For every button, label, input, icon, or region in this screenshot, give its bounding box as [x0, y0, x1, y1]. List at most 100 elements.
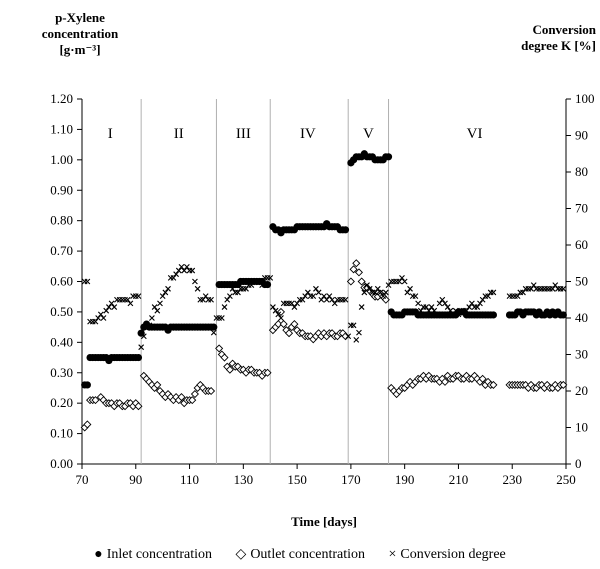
- conversion-point: [407, 285, 413, 292]
- right-y-tick-label: 70: [575, 201, 588, 216]
- conversion-point: [278, 315, 284, 321]
- x-tick-label: 210: [449, 472, 469, 487]
- outlet-point: [279, 320, 288, 329]
- conversion-point: [235, 289, 241, 296]
- outlet-point: [83, 420, 92, 429]
- conversion-point: [167, 274, 174, 281]
- conversion-point: [87, 318, 93, 325]
- conversion-point: [119, 296, 126, 303]
- right-y-tick-label: 30: [575, 347, 588, 362]
- inlet-point: [134, 353, 143, 362]
- left-y-tick-label: 0.00: [50, 456, 73, 471]
- chart-svg: 0.00 0.10 0.20 0.30 0.40 0.50 0.60 0.70 0.80 0.90…: [50, 91, 594, 529]
- x-tick-label: 130: [234, 472, 254, 487]
- conversion-point: [393, 278, 400, 285]
- conversion-point: [103, 307, 110, 314]
- conversion-point: [444, 304, 451, 310]
- conversion-point: [173, 271, 179, 278]
- left-y-tick-label: 1.00: [50, 152, 73, 167]
- conversion-point: [522, 285, 529, 292]
- conversion-point: [520, 289, 526, 296]
- phase-label: V: [363, 126, 374, 142]
- conversion-point: [202, 293, 209, 299]
- conversion-point: [552, 282, 559, 289]
- conversion-point: [122, 296, 128, 303]
- conversion-point: [353, 337, 360, 343]
- conversion-point: [331, 300, 338, 307]
- conversion-point: [356, 329, 362, 336]
- conversion-point: [197, 296, 204, 303]
- conversion-point: [227, 293, 233, 299]
- outlet-point: [153, 380, 162, 389]
- conversion-point: [469, 300, 475, 307]
- conversion-point: [506, 293, 513, 299]
- conversion-point: [509, 293, 516, 299]
- conversion-point: [272, 307, 279, 314]
- left-y-tick-label: 0.80: [50, 213, 73, 228]
- conversion-point: [399, 274, 405, 281]
- conversion-point: [334, 296, 341, 303]
- conversion-point: [364, 282, 370, 289]
- conversion-point: [189, 267, 196, 274]
- right-axis-title-line-1: Conversion: [532, 22, 596, 37]
- conversion-point: [84, 278, 91, 285]
- inlet-point: [210, 323, 218, 331]
- outlet-point: [346, 277, 355, 286]
- right-y-tick-label: 40: [575, 310, 588, 325]
- outlet-point: [478, 374, 487, 383]
- conversion-point: [549, 285, 556, 292]
- conversion-point: [89, 318, 96, 325]
- conversion-point: [415, 300, 421, 307]
- conversion-point: [270, 304, 276, 310]
- conversion-point: [283, 300, 290, 307]
- conversion-point: [116, 296, 123, 303]
- conversion-point: [423, 304, 430, 310]
- conversion-point: [329, 296, 335, 303]
- legend-item-outlet: ◇ Outlet concentration: [236, 546, 365, 563]
- conversion-point: [477, 300, 483, 307]
- outlet-point: [225, 365, 234, 374]
- conversion-point: [183, 264, 190, 270]
- conversion-point: [299, 296, 306, 303]
- conversion-point: [339, 296, 346, 303]
- conversion-point: [114, 296, 120, 303]
- conversion-point: [307, 293, 314, 299]
- conversion-point: [321, 293, 327, 299]
- outlet-point: [357, 277, 366, 286]
- inlet-point: [559, 311, 567, 319]
- conversion-point: [374, 285, 381, 292]
- conversion-point: [232, 289, 239, 296]
- phase-label: I: [108, 126, 113, 142]
- left-axis-title-line-1: p-Xylene: [55, 10, 105, 25]
- right-axis-title-line-2: degree K [%]: [521, 38, 596, 53]
- x-tick-label: 150: [287, 472, 307, 487]
- conversion-point: [326, 293, 333, 299]
- legend-symbol-inlet: ●: [94, 547, 103, 562]
- conversion-point: [377, 289, 384, 296]
- right-y-tick-label: 80: [575, 164, 588, 179]
- conversion-point: [296, 296, 303, 303]
- conversion-point: [412, 293, 419, 299]
- conversion-point: [361, 289, 368, 296]
- outlet-point: [263, 368, 272, 377]
- conversion-point: [313, 285, 319, 292]
- conversion-point: [130, 293, 136, 299]
- left-axis-title-line-2: concentration: [41, 26, 119, 41]
- outlet-point: [559, 380, 568, 389]
- x-tick-label: 90: [129, 472, 142, 487]
- conversion-point: [514, 293, 521, 299]
- conversion-point: [178, 264, 185, 270]
- legend: ● Inlet concentration ◇ Outlet concentrati…: [0, 546, 600, 563]
- conversion-point: [186, 267, 193, 274]
- right-y-tick-label: 10: [575, 420, 588, 435]
- conversion-point: [224, 296, 231, 303]
- conversion-point: [294, 300, 300, 307]
- left-axis-title: p-Xylene concentration [g·m⁻³]: [10, 10, 150, 58]
- phase-label: IV: [300, 126, 316, 142]
- conversion-point: [337, 296, 344, 303]
- outlet-point: [215, 344, 224, 353]
- conversion-point: [323, 296, 330, 303]
- conversion-point: [124, 296, 131, 303]
- outlet-point: [207, 386, 216, 396]
- right-y-tick-label: 20: [575, 383, 588, 398]
